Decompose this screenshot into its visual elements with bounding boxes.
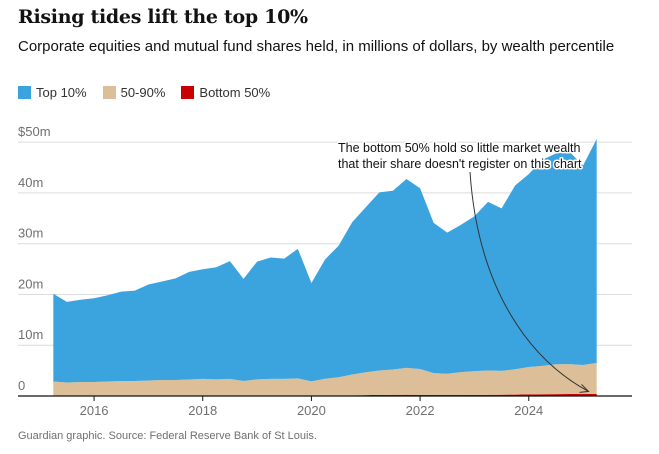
legend-label-top-10: Top 10%: [36, 85, 87, 100]
annotation-halo-0: The bottom 50% hold so little market wea…: [338, 141, 581, 155]
legend-swatch-bottom-50: [181, 86, 195, 99]
legend-label-bottom-50: Bottom 50%: [199, 85, 271, 100]
x-tick-label-2: 2020: [297, 403, 326, 418]
area-top-10-: [53, 139, 597, 383]
y-tick-label-3: 20m: [18, 276, 43, 291]
x-tick-label-0: 2016: [80, 403, 109, 418]
legend-swatch-50-90: [102, 86, 116, 99]
y-tick-label-5: 0: [18, 378, 25, 393]
legend-item-50-90: 50-90%: [102, 85, 166, 100]
annotation-text-1: that their share doesn't register on thi…: [338, 157, 582, 171]
y-tick-label-0: $50m: [18, 124, 51, 139]
annotation-arrowhead: [579, 384, 590, 393]
y-tick-label-4: 10m: [18, 327, 43, 342]
legend-item-bottom-50: Bottom 50%: [181, 85, 270, 100]
y-tick-label-2: 30m: [18, 226, 43, 241]
chart-title: Rising tides lift the top 10%: [18, 6, 308, 28]
chart-subtitle: Corporate equities and mutual fund share…: [18, 38, 615, 55]
annotation-arrow: [469, 171, 589, 392]
area-50-90-: [53, 362, 597, 396]
y-tick-label-1: 40m: [18, 175, 43, 190]
x-tick-label-4: 2024: [514, 403, 543, 418]
source-note: Guardian graphic. Source: Federal Reserv…: [18, 430, 317, 442]
annotation-halo-1: that their share doesn't register on thi…: [338, 157, 582, 171]
legend-label-50-90: 50-90%: [120, 85, 166, 100]
x-tick-label-1: 2018: [188, 403, 217, 418]
annotation-text-0: The bottom 50% hold so little market wea…: [338, 141, 581, 155]
legend-item-top-10: Top 10%: [18, 85, 87, 100]
legend: Top 10% 50-90% Bottom 50%: [18, 85, 270, 100]
x-tick-label-3: 2022: [406, 403, 435, 418]
legend-swatch-top-10: [18, 86, 31, 99]
